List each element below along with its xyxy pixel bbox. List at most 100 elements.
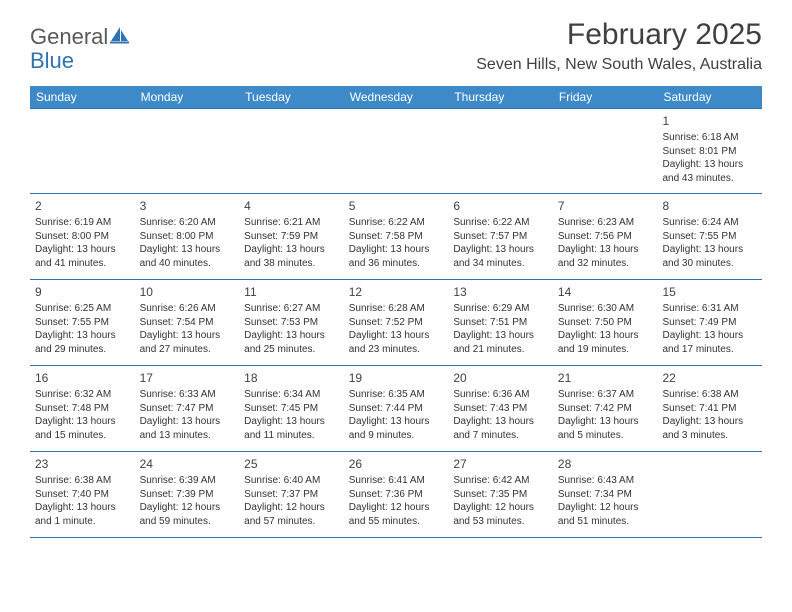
- daylight-text: Daylight: 12 hours and 59 minutes.: [140, 501, 235, 528]
- daylight-text: Daylight: 13 hours and 3 minutes.: [662, 415, 757, 442]
- day-number: 9: [35, 284, 130, 300]
- weekday-header: Sunday: [30, 86, 135, 108]
- daylight-text: Daylight: 13 hours and 19 minutes.: [558, 329, 653, 356]
- daylight-text: Daylight: 13 hours and 17 minutes.: [662, 329, 757, 356]
- day-number: 21: [558, 370, 653, 386]
- day-cell: 22Sunrise: 6:38 AMSunset: 7:41 PMDayligh…: [657, 366, 762, 451]
- daylight-text: Daylight: 13 hours and 11 minutes.: [244, 415, 339, 442]
- daylight-text: Daylight: 12 hours and 53 minutes.: [453, 501, 548, 528]
- daylight-text: Daylight: 12 hours and 57 minutes.: [244, 501, 339, 528]
- sunrise-text: Sunrise: 6:43 AM: [558, 474, 653, 488]
- day-cell: 9Sunrise: 6:25 AMSunset: 7:55 PMDaylight…: [30, 280, 135, 365]
- day-cell: 4Sunrise: 6:21 AMSunset: 7:59 PMDaylight…: [239, 194, 344, 279]
- day-number: 11: [244, 284, 339, 300]
- sunrise-text: Sunrise: 6:40 AM: [244, 474, 339, 488]
- day-number: 24: [140, 456, 235, 472]
- sunset-text: Sunset: 7:47 PM: [140, 402, 235, 416]
- daylight-text: Daylight: 13 hours and 15 minutes.: [35, 415, 130, 442]
- logo: General: [30, 18, 130, 50]
- logo-text-blue: Blue: [30, 48, 74, 73]
- sunrise-text: Sunrise: 6:20 AM: [140, 216, 235, 230]
- sunrise-text: Sunrise: 6:18 AM: [662, 131, 757, 145]
- sunrise-text: Sunrise: 6:28 AM: [349, 302, 444, 316]
- day-cell: 18Sunrise: 6:34 AMSunset: 7:45 PMDayligh…: [239, 366, 344, 451]
- daylight-text: Daylight: 13 hours and 23 minutes.: [349, 329, 444, 356]
- weekday-header: Monday: [135, 86, 240, 108]
- sunrise-text: Sunrise: 6:23 AM: [558, 216, 653, 230]
- sunrise-text: Sunrise: 6:29 AM: [453, 302, 548, 316]
- day-number: 6: [453, 198, 548, 214]
- sunrise-text: Sunrise: 6:22 AM: [453, 216, 548, 230]
- sunrise-text: Sunrise: 6:38 AM: [662, 388, 757, 402]
- day-cell: 2Sunrise: 6:19 AMSunset: 8:00 PMDaylight…: [30, 194, 135, 279]
- logo-text-general: General: [30, 24, 108, 50]
- weekday-header: Wednesday: [344, 86, 449, 108]
- day-number: 10: [140, 284, 235, 300]
- sunrise-text: Sunrise: 6:31 AM: [662, 302, 757, 316]
- sunrise-text: Sunrise: 6:27 AM: [244, 302, 339, 316]
- sunset-text: Sunset: 7:52 PM: [349, 316, 444, 330]
- day-cell: [30, 109, 135, 193]
- sunrise-text: Sunrise: 6:42 AM: [453, 474, 548, 488]
- weeks-container: 1Sunrise: 6:18 AMSunset: 8:01 PMDaylight…: [30, 108, 762, 538]
- day-cell: 10Sunrise: 6:26 AMSunset: 7:54 PMDayligh…: [135, 280, 240, 365]
- day-cell: [239, 109, 344, 193]
- sunset-text: Sunset: 7:50 PM: [558, 316, 653, 330]
- sunset-text: Sunset: 7:51 PM: [453, 316, 548, 330]
- sunrise-text: Sunrise: 6:22 AM: [349, 216, 444, 230]
- sunset-text: Sunset: 7:55 PM: [662, 230, 757, 244]
- day-number: 5: [349, 198, 444, 214]
- week-row: 16Sunrise: 6:32 AMSunset: 7:48 PMDayligh…: [30, 366, 762, 452]
- day-cell: 24Sunrise: 6:39 AMSunset: 7:39 PMDayligh…: [135, 452, 240, 537]
- daylight-text: Daylight: 13 hours and 43 minutes.: [662, 158, 757, 185]
- daylight-text: Daylight: 13 hours and 7 minutes.: [453, 415, 548, 442]
- day-number: 27: [453, 456, 548, 472]
- sunrise-text: Sunrise: 6:38 AM: [35, 474, 130, 488]
- sunrise-text: Sunrise: 6:35 AM: [349, 388, 444, 402]
- day-cell: 7Sunrise: 6:23 AMSunset: 7:56 PMDaylight…: [553, 194, 658, 279]
- day-cell: 5Sunrise: 6:22 AMSunset: 7:58 PMDaylight…: [344, 194, 449, 279]
- sunrise-text: Sunrise: 6:21 AM: [244, 216, 339, 230]
- day-cell: 26Sunrise: 6:41 AMSunset: 7:36 PMDayligh…: [344, 452, 449, 537]
- day-number: 20: [453, 370, 548, 386]
- day-cell: 19Sunrise: 6:35 AMSunset: 7:44 PMDayligh…: [344, 366, 449, 451]
- sunrise-text: Sunrise: 6:36 AM: [453, 388, 548, 402]
- sunset-text: Sunset: 8:00 PM: [140, 230, 235, 244]
- sunset-text: Sunset: 7:57 PM: [453, 230, 548, 244]
- day-cell: 17Sunrise: 6:33 AMSunset: 7:47 PMDayligh…: [135, 366, 240, 451]
- day-cell: [657, 452, 762, 537]
- day-number: 2: [35, 198, 130, 214]
- daylight-text: Daylight: 13 hours and 5 minutes.: [558, 415, 653, 442]
- daylight-text: Daylight: 13 hours and 34 minutes.: [453, 243, 548, 270]
- sunrise-text: Sunrise: 6:32 AM: [35, 388, 130, 402]
- day-cell: 21Sunrise: 6:37 AMSunset: 7:42 PMDayligh…: [553, 366, 658, 451]
- sunset-text: Sunset: 7:56 PM: [558, 230, 653, 244]
- day-cell: 11Sunrise: 6:27 AMSunset: 7:53 PMDayligh…: [239, 280, 344, 365]
- sunset-text: Sunset: 8:01 PM: [662, 145, 757, 159]
- logo-sail-icon: [110, 26, 130, 49]
- day-number: 3: [140, 198, 235, 214]
- day-cell: 23Sunrise: 6:38 AMSunset: 7:40 PMDayligh…: [30, 452, 135, 537]
- sunset-text: Sunset: 7:41 PM: [662, 402, 757, 416]
- day-cell: 14Sunrise: 6:30 AMSunset: 7:50 PMDayligh…: [553, 280, 658, 365]
- month-title: February 2025: [476, 18, 762, 52]
- sunset-text: Sunset: 7:48 PM: [35, 402, 130, 416]
- daylight-text: Daylight: 13 hours and 1 minute.: [35, 501, 130, 528]
- day-number: 1: [662, 113, 757, 129]
- sunset-text: Sunset: 7:43 PM: [453, 402, 548, 416]
- day-cell: 27Sunrise: 6:42 AMSunset: 7:35 PMDayligh…: [448, 452, 553, 537]
- day-cell: [448, 109, 553, 193]
- day-cell: 8Sunrise: 6:24 AMSunset: 7:55 PMDaylight…: [657, 194, 762, 279]
- sunset-text: Sunset: 7:34 PM: [558, 488, 653, 502]
- weekday-header: Friday: [553, 86, 658, 108]
- weekday-header-row: SundayMondayTuesdayWednesdayThursdayFrid…: [30, 86, 762, 108]
- sunset-text: Sunset: 8:00 PM: [35, 230, 130, 244]
- sunrise-text: Sunrise: 6:34 AM: [244, 388, 339, 402]
- day-cell: 1 Sunrise: 6:18 AMSunset: 8:01 PMDaylight…: [657, 109, 762, 193]
- calendar: SundayMondayTuesdayWednesdayThursdayFrid…: [30, 86, 762, 538]
- day-number: 19: [349, 370, 444, 386]
- day-number: 8: [662, 198, 757, 214]
- weekday-header: Thursday: [448, 86, 553, 108]
- day-number: 12: [349, 284, 444, 300]
- week-row: 9Sunrise: 6:25 AMSunset: 7:55 PMDaylight…: [30, 280, 762, 366]
